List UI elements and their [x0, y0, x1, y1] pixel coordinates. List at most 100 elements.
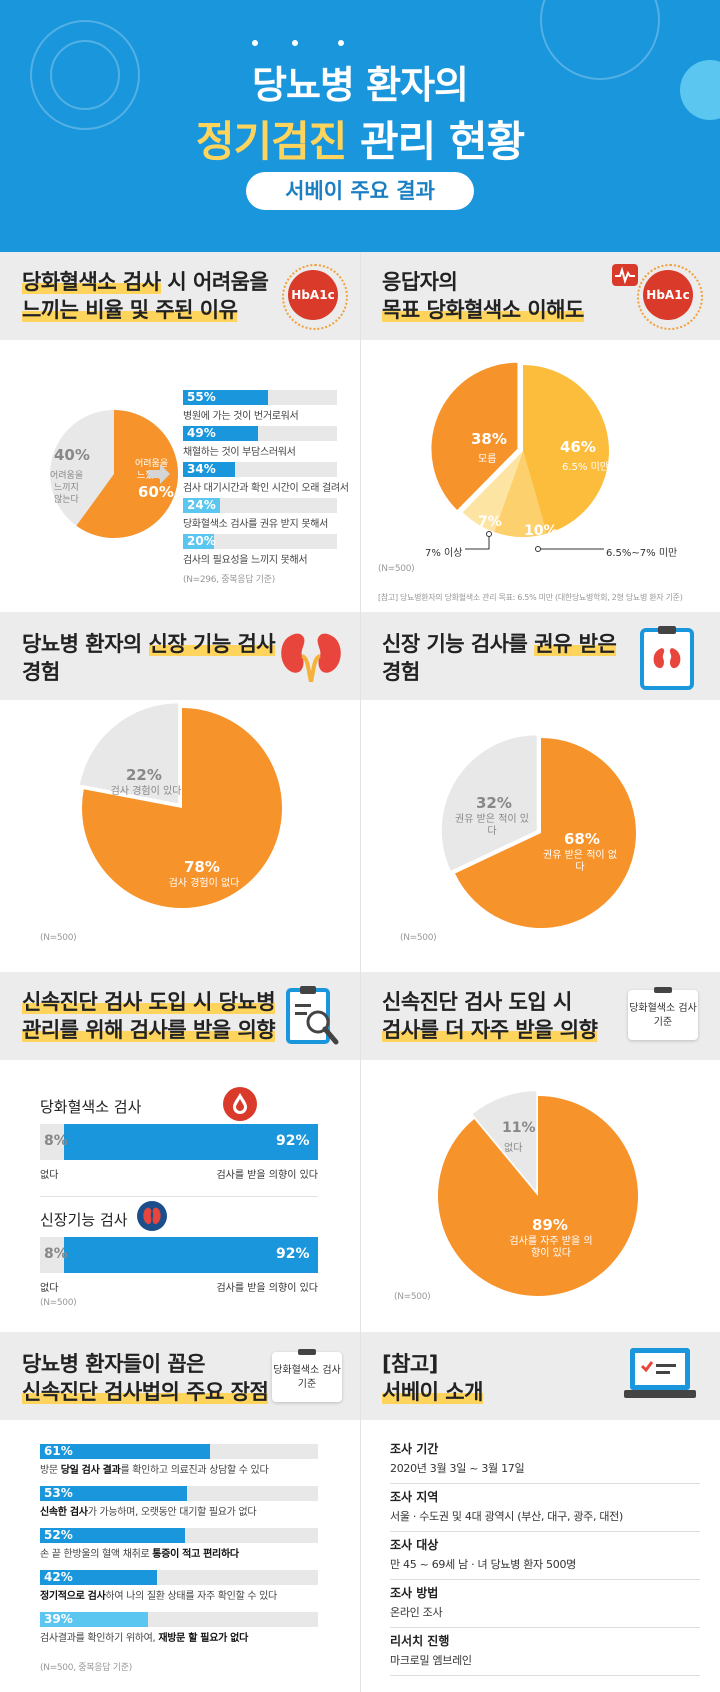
target-pie [431, 362, 609, 537]
section-title: 응답자의 목표 당화혈색소 이해도 [382, 268, 584, 324]
intent-group1-title: 당화혈색소 검사 [40, 1098, 142, 1116]
slice-label: 6.5% 미만 [562, 462, 609, 473]
title-part: [참고] [382, 1352, 438, 1376]
title-part: 시 어려움을 [160, 270, 269, 294]
n-note: (N=500) [378, 564, 415, 574]
n-note: (N=500) [40, 933, 77, 943]
section-title: 신속진단 검사 도입 시 검사를 더 자주 받을 의향 [382, 988, 598, 1044]
bar-category-label: 정기적으로 검사하여 나의 질환 상태를 자주 확인할 수 있다 [40, 1591, 277, 1602]
hba1c-icon: HbA1c [282, 264, 348, 330]
note: (N=500, 중복응답 기준) [40, 1663, 132, 1673]
title-part: 검사를 더 자주 받을 의향 [382, 1018, 598, 1042]
bar-category-label: 채혈하는 것이 부담스러워서 [183, 447, 296, 458]
bar-row: 24% 당화혈색소 검사를 권유 받지 못해서 [183, 498, 337, 534]
bar-row: 55% 병원에 가는 것이 번거로워서 [183, 390, 337, 426]
page-title-line2: 정기검진 관리 현황 [0, 108, 720, 169]
arrow-icon [148, 464, 170, 484]
pie-slice [82, 708, 282, 908]
callout-label: 6.5%~7% 미만 [606, 548, 678, 559]
slice-pct: 68% [564, 830, 600, 848]
intent-group2-title: 신장기능 검사 [40, 1211, 128, 1229]
bar-value-label: 55% [187, 390, 216, 404]
slice-pct: 10% [524, 523, 558, 539]
title-dots [252, 40, 352, 50]
bar-row: 39% 검사결과를 확인하기 위하여, 재방문 할 필요가 없다 [40, 1612, 318, 1654]
title-part: 신속진단 검사법의 주요 장점 [22, 1380, 269, 1404]
bar-value-label: 53% [44, 1486, 73, 1500]
slice-label: 검사를 자주 받을 의향이 있다 [509, 1236, 593, 1259]
title-part: 당뇨병 환자들이 꼽은 [22, 1352, 206, 1376]
title-part: 경험 [22, 660, 60, 684]
bar-series-label: 없다 [40, 1283, 59, 1294]
section-title: 신장 기능 검사를 권유 받은 경험 [382, 630, 617, 686]
slice-pct: 78% [184, 858, 220, 876]
bar-value-label: 39% [44, 1612, 73, 1626]
info-value: 마크로밀 엠브레인 [390, 1654, 472, 1667]
deco-circle [680, 60, 720, 120]
criteria-tag: 당화혈색소 검사 기준 [272, 1349, 342, 1402]
page-subtitle: 서베이 주요 결과 [246, 172, 474, 210]
bar-category-label: 손 끝 한방울의 혈액 채취로 통증이 적고 편리하다 [40, 1549, 239, 1560]
bar-series-label: 없다 [40, 1170, 59, 1181]
deco-circle [50, 40, 120, 110]
title-part: 관리를 위해 검사를 받을 의향 [22, 1018, 276, 1042]
title-part: 당뇨병 환자의 [22, 632, 149, 656]
pie-slice [431, 362, 518, 511]
info-key: 리서치 진행 [390, 1634, 450, 1648]
clipboard-kidney-icon [640, 626, 694, 690]
title-part: 신속진단 검사 도입 시 [382, 990, 572, 1014]
clipboard-search-icon [286, 986, 339, 1045]
info-value: 온라인 조사 [390, 1606, 443, 1619]
slice-pct: 89% [532, 1216, 568, 1234]
bar-row: 42% 정기적으로 검사하여 나의 질환 상태를 자주 확인할 수 있다 [40, 1570, 318, 1612]
hba1c-icon: HbA1c [637, 264, 703, 330]
title-part: 신장 기능 검사 [148, 632, 276, 656]
laptop-checklist-icon [624, 1348, 696, 1398]
bar-category-label: 병원에 가는 것이 번거로워서 [183, 411, 299, 422]
info-key: 조사 기간 [390, 1442, 439, 1456]
bar [40, 1612, 149, 1627]
bar-value-label: 49% [187, 426, 216, 440]
more-often-pie [438, 1091, 638, 1296]
slice-label: 모름 [478, 454, 497, 465]
bar-value-label: 20% [187, 534, 216, 548]
bar-row: 20% 검사의 필요성을 느끼지 못해서 [183, 534, 337, 570]
bar-segment-yes [64, 1237, 318, 1273]
pie-slice-yes [76, 410, 178, 538]
callout-label: 7% 이상 [425, 548, 463, 559]
title-part: 목표 당화혈색소 이해도 [382, 298, 584, 322]
slice-pct: 38% [471, 430, 507, 448]
bar [40, 1444, 210, 1459]
bar-value-label: 92% [276, 1246, 310, 1262]
bar-value-label: 61% [44, 1444, 73, 1458]
callout-lines [465, 531, 604, 552]
title-part: 신장 기능 검사를 [382, 632, 535, 656]
bar-row: 49% 채혈하는 것이 부담스러워서 [183, 426, 337, 462]
bar-value-label: 52% [44, 1528, 73, 1542]
bar [183, 390, 268, 405]
slice-pct: 32% [476, 794, 512, 812]
pie-slice [462, 451, 523, 533]
info-value: 만 45 ~ 69세 남 · 녀 당뇨병 환자 500명 [390, 1558, 576, 1571]
info-key: 조사 지역 [390, 1490, 439, 1504]
pie-slice [523, 365, 609, 534]
bar-category-label: 당화혈색소 검사를 권유 받지 못해서 [183, 519, 329, 530]
bar-category-label: 검사의 필요성을 느끼지 못해서 [183, 555, 308, 566]
slice-pct: 7% [478, 514, 502, 530]
kidney-exp-pie [79, 703, 282, 908]
slice-label: 검사 경험이 있다 [110, 786, 182, 797]
slice-label: 없다 [504, 1143, 523, 1154]
bar-value-label: 8% [44, 1133, 68, 1149]
title-part: 권유 받은 [534, 632, 617, 656]
header-banner: 당뇨병 환자의 정기검진 관리 현황 서베이 주요 결과 [0, 0, 720, 252]
info-value: 2020년 3월 3일 ~ 3월 17일 [390, 1462, 525, 1475]
section-title: 당화혈색소 검사 시 어려움을 느끼는 비율 및 주된 이유 [22, 268, 269, 324]
bar-value-label: 24% [187, 498, 216, 512]
bar-value-label: 92% [276, 1133, 310, 1149]
divider [360, 1332, 361, 1692]
n-note: (N=500) [400, 933, 437, 943]
pie-label: 어려움을 [50, 470, 83, 481]
bar [183, 426, 259, 441]
pie-slice [438, 1096, 638, 1296]
